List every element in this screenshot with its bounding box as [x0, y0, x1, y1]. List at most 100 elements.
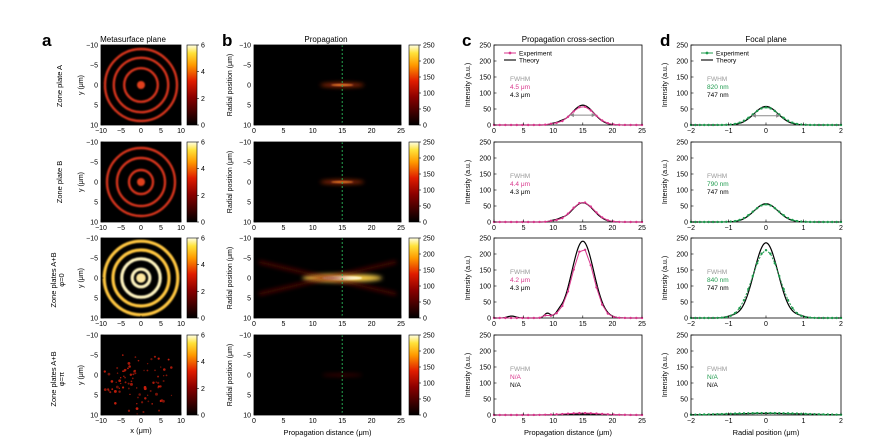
- experiment-point: [808, 123, 812, 127]
- y-axis-label: y (μm): [78, 75, 85, 95]
- heatmap-speckle: [127, 361, 131, 365]
- experiment-point: [703, 413, 706, 416]
- y-tick-label: 200: [676, 156, 688, 163]
- x-tick-label: 5: [522, 128, 526, 135]
- experiment-point: [600, 412, 604, 416]
- heatmap-speckle: [129, 382, 133, 386]
- heatmap-ring: [102, 239, 180, 317]
- heatmap-speckle: [143, 369, 145, 372]
- colorbar-tick-label: 2: [201, 193, 205, 200]
- row-label-phase-pi: φ=π: [57, 372, 66, 386]
- x-tick-label: −2: [687, 321, 695, 328]
- experiment-point: [515, 123, 518, 127]
- y-tick-label: −5: [90, 63, 98, 70]
- y-tick-label: −10: [239, 43, 251, 50]
- colorbar-tick-label: 150: [423, 268, 435, 275]
- experiment-point: [629, 413, 632, 417]
- experiment-point: [555, 121, 558, 125]
- heatmap-speckle: [157, 381, 160, 385]
- experiment-point: [725, 220, 728, 224]
- x-tick-label: 5: [159, 418, 163, 425]
- x-tick-label: −5: [117, 128, 125, 135]
- experiment-point: [549, 413, 553, 416]
- experiment-point: [725, 412, 728, 416]
- heatmap-speckle: [142, 410, 145, 414]
- y-tick-label: 0: [247, 83, 251, 90]
- axes-frame: [493, 141, 643, 223]
- colorbar-tick-label: 150: [423, 365, 435, 372]
- experiment-point: [830, 123, 834, 127]
- y-tick-label: 250: [676, 333, 688, 340]
- experiment-point: [612, 123, 615, 126]
- y-tick-label: 5: [247, 296, 251, 303]
- y-tick-label: 200: [676, 59, 688, 66]
- experiment-point: [747, 116, 750, 120]
- row-label-zone-plate-a: Zone plate A: [55, 65, 64, 107]
- heatmap-speckle: [157, 385, 160, 388]
- experiment-point: [707, 123, 710, 127]
- y-tick-label: 150: [479, 268, 491, 275]
- experiment-point: [509, 220, 513, 224]
- y-tick-label: 200: [479, 349, 491, 356]
- experiment-point: [504, 123, 507, 127]
- experiment-point: [532, 316, 536, 320]
- experiment-point: [572, 206, 575, 209]
- y-tick-label: 250: [676, 236, 688, 243]
- heatmap-speckle: [127, 387, 130, 390]
- y-tick-label: 10: [90, 220, 98, 227]
- heatmap-speckle: [160, 366, 162, 368]
- experiment-point: [711, 413, 715, 416]
- x-tick-label: 20: [368, 128, 376, 135]
- x-tick-label: 25: [638, 128, 646, 135]
- heatmap-speckle: [127, 367, 129, 370]
- experiment-point: [725, 123, 728, 127]
- experiment-point: [817, 413, 821, 416]
- experiment-point: [595, 286, 598, 289]
- experiment-point: [561, 216, 564, 220]
- y-tick-label: 5: [94, 103, 98, 110]
- experiment-point: [764, 248, 768, 252]
- x-tick-label: 25: [638, 225, 646, 232]
- y-tick-label: −5: [90, 353, 98, 360]
- fwhm-label: FWHM: [510, 173, 530, 180]
- x-tick-label: −10: [95, 321, 107, 328]
- y-tick-label: 100: [676, 284, 688, 291]
- experiment-point: [751, 274, 754, 278]
- colorbar-gradient: [186, 237, 198, 319]
- heatmap-speckle: [167, 358, 170, 361]
- experiment-point: [515, 316, 518, 320]
- experiment-point: [720, 316, 724, 319]
- experiment-point: [612, 413, 615, 416]
- x-tick-label: 25: [397, 418, 405, 425]
- experiment-point: [795, 412, 799, 415]
- heatmap-speckle: [134, 356, 137, 358]
- colorbar-tick-label: 50: [423, 397, 431, 404]
- heatmap-speckle: [135, 407, 139, 411]
- x-tick-label: 20: [609, 128, 617, 135]
- x-tick-label: 15: [579, 128, 587, 135]
- x-tick-label: 10: [309, 225, 317, 232]
- x-tick-label: 0: [252, 225, 256, 232]
- colorbar-tick-label: 150: [423, 172, 435, 179]
- experiment-point: [711, 123, 715, 127]
- x-tick-label: −5: [117, 321, 125, 328]
- colorbar-a-4: 0 2 4 6: [186, 333, 205, 420]
- experiment-point: [618, 413, 621, 416]
- heatmap-speckle: [149, 389, 152, 392]
- experiment-point: [813, 412, 816, 416]
- heatmap-ring: [115, 156, 167, 208]
- experiment-point: [791, 306, 794, 310]
- heatmap-ring: [103, 47, 179, 123]
- experiment-point: [635, 220, 638, 224]
- heatmap-speckle: [131, 377, 134, 380]
- colorbar-tick-label: 0: [423, 316, 427, 323]
- experiment-point: [694, 316, 697, 320]
- experiment-point: [822, 123, 825, 127]
- heatmap-speckle: [155, 392, 158, 396]
- experiment-point: [800, 412, 803, 415]
- y-tick-label: 5: [247, 103, 251, 110]
- fwhm-theory-value: 747 nm: [707, 285, 729, 292]
